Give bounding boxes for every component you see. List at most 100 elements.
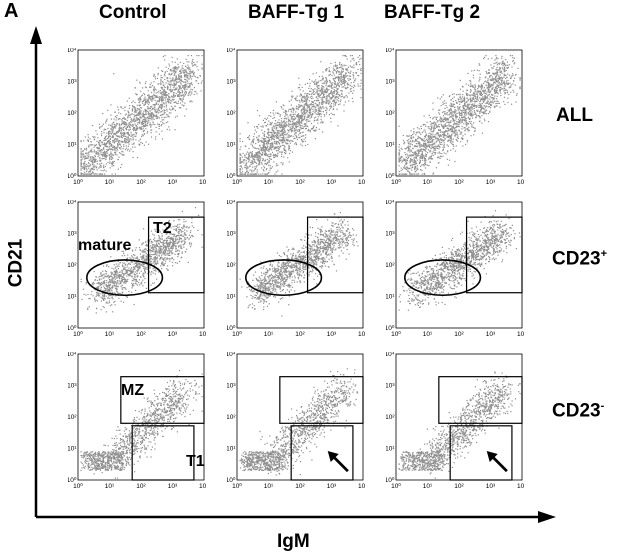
mz-gate — [120, 376, 205, 424]
x-tick-label: 10⁴ — [358, 179, 365, 186]
y-tick-label: 10³ — [68, 79, 77, 86]
x-tick-label: 10³ — [486, 331, 496, 338]
x-tick-label: 10⁴ — [517, 179, 524, 186]
gate-label-mz: MZ — [121, 382, 145, 399]
y-tick-label: 10² — [386, 414, 395, 421]
row-label-cd23-neg: CD23- — [552, 400, 605, 422]
x-tick-label: 10² — [454, 331, 464, 338]
arrowhead-icon — [486, 451, 498, 463]
x-tick-label: 10² — [295, 331, 305, 338]
y-tick-label: 10⁰ — [68, 172, 77, 180]
x-tick-label: 10⁰ — [391, 330, 401, 338]
x-tick-label: 10³ — [327, 331, 337, 338]
mature-gate — [404, 259, 482, 297]
y-tick-label: 10³ — [386, 231, 395, 238]
x-tick-label: 10¹ — [423, 179, 433, 186]
column-header-baff-tg-2: BAFF-Tg 2 — [384, 2, 481, 23]
y-tick-label: 10¹ — [386, 294, 395, 301]
y-tick-label: 10⁴ — [386, 200, 395, 206]
x-tick-label: 10¹ — [264, 179, 274, 186]
y-tick-label: 10² — [68, 262, 77, 269]
column-header-control: Control — [99, 2, 167, 23]
mature-gate — [86, 259, 164, 297]
y-tick-label: 10² — [227, 262, 236, 269]
y-tick-label: 10² — [68, 110, 77, 117]
x-tick-label: 10⁴ — [517, 483, 524, 490]
plot-frame — [395, 49, 523, 177]
y-tick-label: 10⁰ — [68, 476, 77, 484]
y-tick-label: 10¹ — [68, 294, 77, 301]
event-cloud — [239, 55, 362, 175]
x-tick-label: 10² — [136, 179, 146, 186]
y-tick-label: 10⁰ — [227, 476, 236, 484]
figure-label: A — [4, 0, 19, 22]
event-cloud — [398, 371, 521, 479]
x-tick-label: 10² — [295, 179, 305, 186]
x-tick-label: 10⁰ — [232, 482, 242, 490]
x-tick-label: 10⁰ — [232, 178, 242, 186]
y-tick-label: 10³ — [227, 79, 236, 86]
row-label-cd23-pos: CD23+ — [552, 248, 608, 270]
y-tick-label: 10⁰ — [68, 324, 77, 332]
arrowhead-icon — [327, 451, 339, 463]
y-tick-label: 10¹ — [227, 142, 236, 149]
plot-frame — [77, 49, 205, 177]
x-axis-label: IgM — [277, 531, 310, 552]
y-tick-label: 10² — [386, 262, 395, 269]
x-tick-label: 10⁴ — [199, 331, 206, 338]
y-tick-label: 10⁴ — [227, 200, 236, 206]
t2-gate — [306, 216, 364, 294]
y-tick-label: 10³ — [386, 383, 395, 390]
plot-frame — [236, 49, 364, 177]
y-tick-label: 10⁴ — [68, 352, 77, 358]
x-tick-label: 10¹ — [105, 483, 115, 490]
x-tick-label: 10⁴ — [517, 331, 524, 338]
y-tick-label: 10¹ — [227, 294, 236, 301]
x-tick-label: 10⁴ — [358, 331, 365, 338]
x-tick-label: 10¹ — [105, 331, 115, 338]
y-tick-label: 10⁴ — [227, 352, 236, 358]
y-tick-label: 10² — [227, 110, 236, 117]
mz-gate — [438, 376, 523, 424]
x-tick-label: 10³ — [486, 179, 496, 186]
gate-label-t1: T1 — [186, 453, 205, 470]
x-tick-label: 10⁰ — [391, 482, 401, 490]
y-tick-label: 10² — [68, 414, 77, 421]
event-cloud — [80, 55, 203, 175]
x-tick-label: 10³ — [486, 483, 496, 490]
y-tick-label: 10⁰ — [227, 324, 236, 332]
y-tick-label: 10⁴ — [68, 200, 77, 206]
y-tick-label: 10⁴ — [227, 48, 236, 54]
mz-gate — [279, 376, 364, 424]
x-tick-label: 10⁰ — [73, 482, 83, 490]
y-tick-label: 10¹ — [68, 446, 77, 453]
x-tick-label: 10² — [136, 331, 146, 338]
t2-gate — [465, 216, 523, 294]
x-tick-label: 10² — [295, 483, 305, 490]
gate-label-t2: T2 — [153, 220, 172, 237]
event-cloud — [398, 210, 521, 311]
mature-gate — [245, 259, 323, 297]
x-tick-label: 10¹ — [264, 483, 274, 490]
y-tick-label: 10⁴ — [68, 48, 77, 54]
y-tick-label: 10¹ — [68, 142, 77, 149]
y-axis-label: CD21 — [5, 238, 27, 288]
x-tick-label: 10³ — [327, 483, 337, 490]
y-tick-label: 10³ — [68, 383, 77, 390]
x-tick-label: 10⁴ — [199, 179, 206, 186]
y-tick-label: 10³ — [227, 231, 236, 238]
event-cloud — [398, 55, 521, 175]
t2-gate — [147, 216, 205, 294]
x-tick-label: 10³ — [168, 331, 178, 338]
y-tick-label: 10¹ — [227, 446, 236, 453]
row-label-all: ALL — [556, 105, 593, 126]
x-tick-label: 10⁰ — [232, 330, 242, 338]
t1-gate — [449, 425, 513, 481]
column-header-baff-tg-1: BAFF-Tg 1 — [248, 2, 345, 23]
